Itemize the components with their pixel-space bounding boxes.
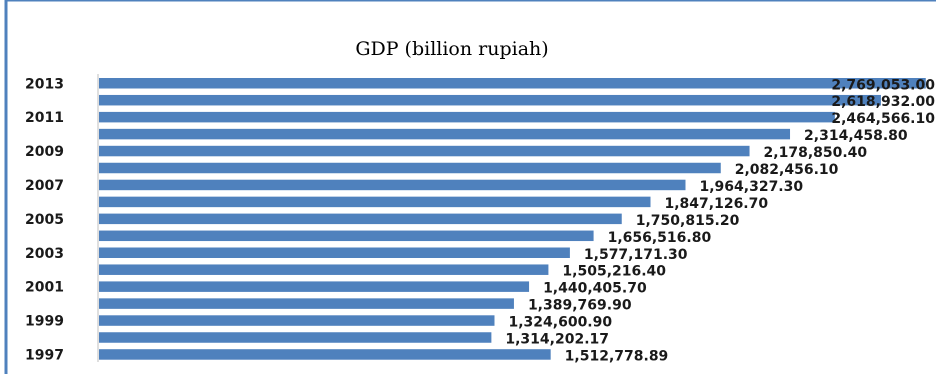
- data-label-1999: 1,324,600.90: [508, 315, 612, 331]
- bar-2011: [99, 111, 835, 123]
- bar-2003: [99, 247, 570, 258]
- bar-2009: [99, 145, 750, 157]
- data-label-2013: 2,769,053.00: [831, 77, 935, 93]
- y-tick-label-2001: 2001: [25, 280, 64, 296]
- data-label-2001: 1,440,405.70: [543, 281, 647, 297]
- data-label-2010: 2,314,458.80: [804, 128, 908, 144]
- bar-1999: [99, 315, 495, 326]
- bar-2002: [99, 264, 549, 275]
- chart-border: [4, 0, 936, 374]
- y-tick-label-2005: 2005: [25, 212, 64, 228]
- data-labels-group: 2,769,053.002,618,932.002,464,566.102,31…: [505, 77, 935, 364]
- bar-2008: [99, 162, 721, 174]
- bar-2013: [99, 78, 926, 89]
- data-label-1997: 1,512,778.89: [565, 348, 669, 364]
- y-tick-label-1997: 1997: [25, 347, 64, 363]
- data-label-2003: 1,577,171.30: [584, 247, 688, 263]
- bar-2005: [99, 213, 622, 225]
- tick-labels-group: 2013 2011 2009 2007 2005 2003 2001 1999 1997: [25, 76, 64, 363]
- bar-2006: [99, 196, 651, 208]
- bar-2004: [99, 230, 594, 242]
- y-tick-label-2013: 2013: [25, 76, 64, 92]
- data-label-2002: 1,505,216.40: [562, 264, 666, 280]
- bar-1997: [99, 349, 551, 360]
- data-label-2006: 1,847,126.70: [664, 196, 768, 212]
- data-label-2005: 1,750,815.20: [636, 213, 740, 229]
- data-label-2011: 2,464,566.10: [831, 111, 935, 127]
- bar-1998: [99, 332, 492, 343]
- data-label-2008: 2,082,456.10: [735, 162, 839, 178]
- data-label-1998: 1,314,202.17: [505, 332, 609, 348]
- y-tick-label-2011: 2011: [25, 110, 64, 126]
- bars-group: [99, 78, 926, 360]
- y-tick-label-2007: 2007: [25, 178, 64, 194]
- chart-title: GDP (billion rupiah): [355, 38, 548, 60]
- y-tick-label-2003: 2003: [25, 246, 64, 262]
- y-tick-label-1999: 1999: [25, 314, 64, 330]
- y-tick-label-2009: 2009: [25, 144, 64, 160]
- bar-2007: [99, 179, 686, 191]
- data-label-2000: 1,389,769.90: [528, 298, 632, 314]
- bar-2000: [99, 298, 514, 309]
- data-label-2012: 2,618,932.00: [831, 94, 935, 110]
- bar-2012: [99, 94, 881, 106]
- data-label-2009: 2,178,850.40: [764, 145, 868, 161]
- bar-2001: [99, 281, 530, 292]
- bar-2010: [99, 128, 791, 140]
- data-label-2007: 1,964,327.30: [699, 179, 803, 195]
- data-label-2004: 1,656,516.80: [608, 230, 712, 246]
